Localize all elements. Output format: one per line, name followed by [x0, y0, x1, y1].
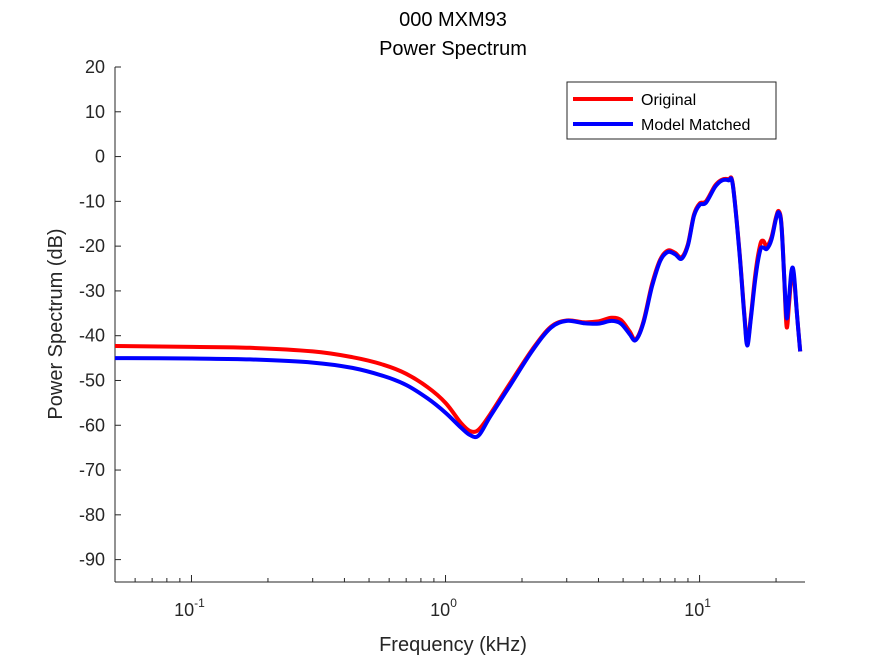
- plot-lines: [114, 175, 803, 440]
- y-axis-label: Power Spectrum (dB): [45, 228, 67, 419]
- legend-box: [566, 81, 777, 140]
- x-tick-label: 10-1: [174, 596, 205, 620]
- y-tick-label: -50: [79, 370, 105, 390]
- y-tick-label: 0: [95, 147, 105, 167]
- series-line-original: [114, 175, 803, 434]
- y-tick-label: -30: [79, 281, 105, 301]
- chart-subtitle: Power Spectrum: [379, 38, 527, 60]
- y-tick-label: -80: [79, 505, 105, 525]
- y-tick-label: -20: [79, 236, 105, 256]
- legend-label-model-matched: Model Matched: [641, 117, 750, 134]
- y-tick-label: -70: [79, 460, 105, 480]
- x-tick-label: 100: [430, 596, 457, 620]
- y-tick-label: -10: [79, 191, 105, 211]
- y-tick-label: -40: [79, 326, 105, 346]
- y-tick-label: -90: [79, 550, 105, 570]
- y-tick-label: -60: [79, 415, 105, 435]
- axes-frame: [114, 67, 805, 583]
- y-tick-label: 10: [85, 102, 105, 122]
- x-tick-label: 101: [684, 596, 711, 620]
- legend-label-original: Original: [641, 92, 696, 109]
- legend: Original Model Matched: [566, 81, 777, 140]
- x-axis-label: Frequency (kHz): [379, 634, 527, 656]
- y-tick-label: 20: [85, 57, 105, 77]
- y-ticks: 20 10 0 -10 -20 -30 -40 -50 -60 -70 -80 -90: [79, 57, 121, 570]
- chart-title: 000 MXM93: [399, 9, 507, 31]
- series-line-model-matched: [114, 176, 803, 440]
